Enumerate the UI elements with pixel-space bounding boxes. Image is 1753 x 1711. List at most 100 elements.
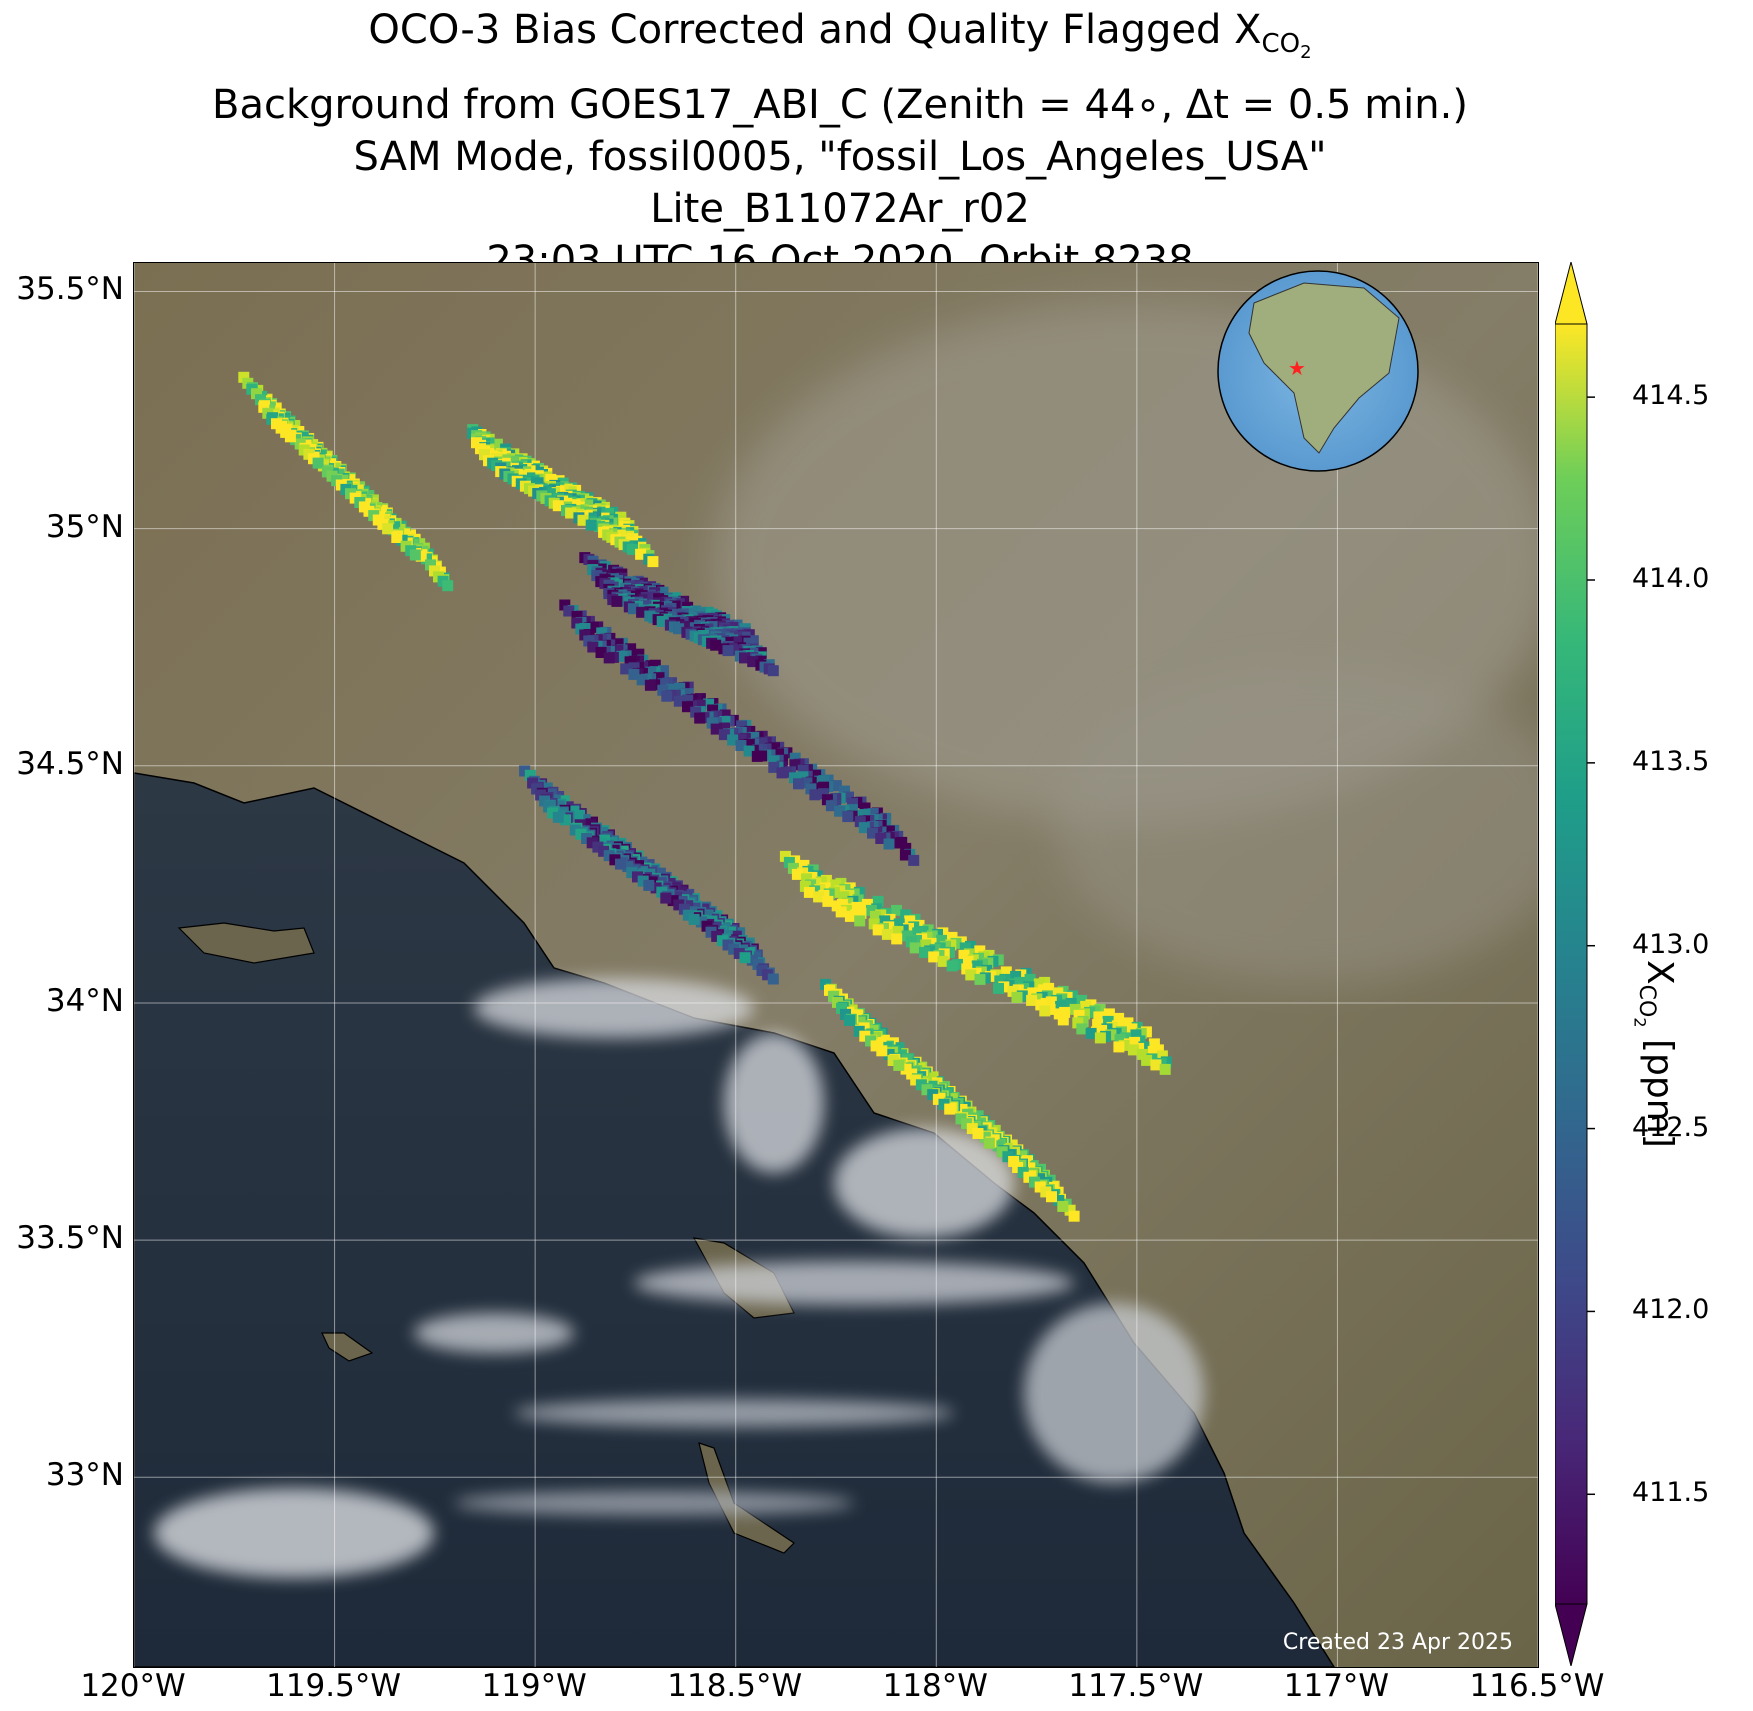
- xco2-sounding: [559, 599, 571, 611]
- xco2-sounding: [628, 668, 640, 680]
- xco2-sounding: [870, 1040, 882, 1052]
- xco2-sounding: [1008, 1156, 1020, 1167]
- xco2-sounding: [972, 1128, 984, 1139]
- xco2-sounding: [831, 900, 843, 912]
- xco2-sounding: [793, 778, 804, 790]
- xco2-sounding: [891, 933, 903, 945]
- xco2-sounding: [657, 678, 669, 690]
- xco2-sounding: [1085, 1027, 1097, 1039]
- xco2-sounding: [847, 797, 858, 809]
- xco2-sounding: [739, 952, 751, 964]
- xco2-sounding: [1080, 1000, 1092, 1012]
- xco2-sounding: [887, 1055, 899, 1066]
- xco2-sounding: [1053, 1194, 1065, 1206]
- xco2-sounding: [718, 729, 730, 741]
- xco2-sounding: [730, 644, 742, 656]
- swath-5: [519, 765, 779, 985]
- xco2-sounding: [571, 611, 583, 622]
- xco2-sounding: [743, 637, 755, 649]
- xco2-sounding: [1141, 1054, 1153, 1066]
- xco2-sounding: [625, 643, 637, 655]
- lat-tick-label: 33°N: [45, 1457, 124, 1494]
- xco2-sounding: [1012, 1162, 1024, 1173]
- lon-tick-label: 117°W: [1283, 1668, 1390, 1704]
- xco2-sounding: [1035, 999, 1047, 1011]
- xco2-sounding: [409, 549, 421, 561]
- xco2-sounding: [927, 1089, 939, 1101]
- lon-tick-label: 119.5°W: [266, 1668, 402, 1704]
- xco2-sounding: [859, 802, 871, 814]
- xco2-sounding: [563, 605, 575, 617]
- xco2-sounding: [722, 645, 734, 657]
- xco2-sounding: [1076, 1023, 1088, 1035]
- xco2-sounding: [673, 623, 685, 635]
- xco2-sounding: [830, 780, 842, 792]
- xco2-sounding: [479, 449, 490, 461]
- xco2-sounding: [994, 975, 1006, 987]
- xco2-sounding: [821, 794, 833, 806]
- xco2-sounding: [312, 457, 324, 469]
- xco2-sounding: [756, 965, 768, 976]
- xco2-sounding: [767, 665, 779, 677]
- xco2-sounding: [736, 720, 748, 732]
- xco2-sounding: [822, 895, 834, 907]
- xco2-sounding: [768, 755, 780, 767]
- xco2-sounding: [810, 769, 822, 781]
- xco2-sounding: [900, 1063, 912, 1075]
- xco2-sounding: [635, 548, 647, 560]
- xco2-sounding: [719, 716, 731, 727]
- xco2-sounding: [983, 1137, 995, 1149]
- xco2-sounding: [751, 750, 763, 762]
- xco2-sounding: [615, 858, 626, 870]
- xco2-sounding: [1057, 1200, 1069, 1212]
- xco2-sounding: [1029, 1176, 1040, 1188]
- xco2-sounding: [1034, 1181, 1046, 1193]
- xco2-sounding: [869, 910, 881, 922]
- xco2-sounding: [955, 1113, 967, 1125]
- xco2-sounding: [1055, 1000, 1067, 1012]
- xco2-sounding: [768, 761, 780, 773]
- figure-title: OCO-3 Bias Corrected and Quality Flagged…: [0, 4, 1680, 287]
- xco2-sounding: [1073, 1009, 1085, 1021]
- xco2-sounding: [946, 931, 958, 943]
- xco2-sounding: [622, 861, 634, 873]
- xco2-sounding: [971, 960, 983, 972]
- xco2-sounding: [910, 1074, 922, 1086]
- xco2-sounding: [912, 927, 924, 939]
- xco2-sounding: [569, 824, 581, 836]
- xco2-sounding: [789, 752, 801, 764]
- xco2-sounding: [958, 949, 970, 961]
- xco2-sounding: [626, 867, 638, 879]
- xco2-sounding: [853, 1025, 865, 1037]
- colorbar-ticks: [1587, 396, 1595, 1496]
- xco2-sounding: [805, 783, 817, 795]
- colorbar-tick-label: 412.0: [1632, 1294, 1710, 1326]
- xco2-sounding: [746, 954, 758, 966]
- graticule: [134, 263, 1538, 1667]
- xco2-sounding: [1033, 978, 1045, 990]
- xco2-sounding: [920, 939, 932, 951]
- xco2-sounding: [565, 507, 577, 519]
- xco2-sounding: [1130, 1029, 1142, 1041]
- xco2-sounding: [830, 879, 842, 891]
- xco2-sounding: [767, 973, 779, 985]
- xco2-sounding: [961, 963, 973, 975]
- colorbar-tick-label: 413.5: [1632, 745, 1710, 777]
- xco2-sounding: [828, 990, 839, 1002]
- xco2-sounding: [944, 1103, 956, 1115]
- xco2-sounding: [543, 801, 555, 813]
- xco2-sounding: [818, 781, 830, 793]
- continent-shape: [1248, 282, 1400, 454]
- xco2-sounding: [961, 1118, 973, 1130]
- xco2-sounding: [789, 759, 801, 771]
- xco2-sounding: [1093, 1011, 1105, 1023]
- xco2-sounding: [900, 842, 912, 854]
- xco2-sounding: [858, 822, 870, 834]
- xco2-sounding: [839, 785, 850, 797]
- xco2-swaths: [238, 371, 1172, 1222]
- xco2-sounding: [1046, 1191, 1057, 1203]
- xco2-sounding: [657, 684, 669, 696]
- xco2-sounding: [1113, 1041, 1125, 1053]
- colorbar-title: XCO2 [ppm]: [1630, 960, 1680, 1148]
- xco2-sounding: [901, 930, 913, 942]
